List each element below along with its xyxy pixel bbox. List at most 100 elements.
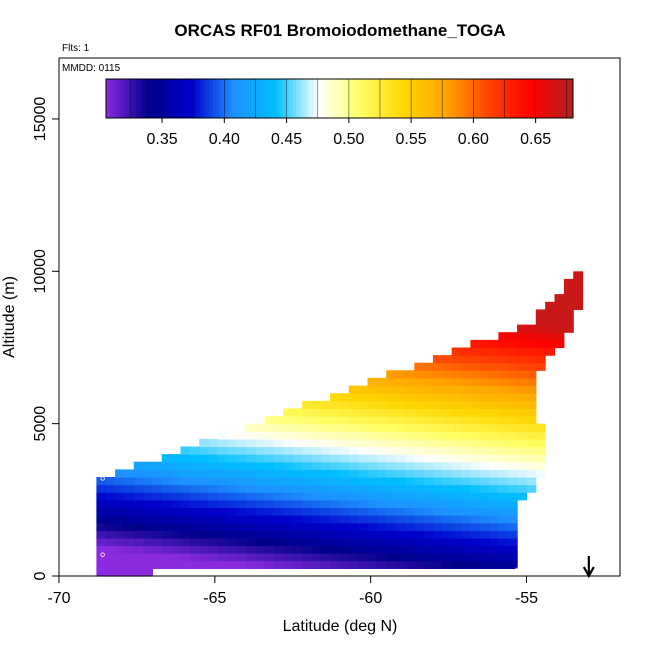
heatmap-cell: [330, 446, 340, 455]
heatmap-cell: [470, 530, 481, 539]
heatmap-cell: [489, 469, 499, 478]
heatmap-cell: [404, 499, 415, 508]
heatmap-cell: [451, 362, 462, 371]
colorbar-segment: [129, 79, 134, 118]
heatmap-cell: [461, 355, 471, 364]
heatmap-cell: [423, 454, 434, 463]
colorbar-segment: [162, 79, 167, 118]
heatmap-cell: [395, 522, 406, 531]
heatmap-cell: [423, 530, 434, 539]
heatmap-cell: [507, 416, 518, 425]
heatmap-cell: [124, 568, 135, 577]
heatmap-cell: [414, 484, 425, 493]
heatmap-cell: [339, 530, 350, 539]
heatmap-cell: [358, 431, 369, 440]
heatmap-cell: [517, 461, 527, 470]
heatmap-cell: [255, 545, 266, 554]
colorbar-segment: [159, 79, 164, 118]
heatmap-cell: [461, 492, 471, 501]
heatmap-cell: [479, 560, 490, 569]
heatmap-cell: [414, 530, 425, 539]
heatmap-cell: [386, 492, 397, 501]
heatmap-cell: [489, 522, 499, 531]
heatmap-cell: [386, 385, 397, 394]
heatmap-cell: [498, 385, 509, 394]
colorbar-segment: [202, 79, 207, 118]
heatmap-cell: [479, 553, 490, 562]
heatmap-cell: [433, 515, 443, 524]
heatmap-cell: [358, 515, 369, 524]
heatmap-cell: [414, 370, 425, 379]
heatmap-cell: [133, 477, 144, 486]
heatmap-cell: [367, 438, 378, 448]
heatmap-cell: [264, 416, 275, 425]
heatmap-cell: [461, 499, 471, 508]
heatmap-cell: [217, 553, 228, 562]
heatmap-cell: [442, 545, 453, 554]
heatmap-cell: [152, 530, 163, 539]
heatmap-cell: [161, 522, 172, 531]
heatmap-cell: [395, 492, 406, 501]
heatmap-cell: [461, 446, 471, 455]
heatmap-cell: [189, 484, 200, 493]
colorbar-segment: [116, 79, 120, 118]
heatmap-cell: [180, 469, 191, 478]
heatmap-cell: [376, 477, 387, 486]
heatmap-cell: [255, 499, 266, 508]
colorbar-segment: [126, 79, 130, 118]
heatmap-cell: [217, 477, 228, 486]
heatmap-cell: [423, 408, 434, 417]
heatmap-cell: [283, 484, 294, 493]
colorbar-segment: [316, 79, 320, 118]
heatmap-cell: [507, 347, 518, 356]
heatmap-cell: [161, 560, 172, 569]
heatmap-cell: [489, 461, 499, 470]
heatmap-cell: [395, 393, 406, 402]
heatmap-cell: [489, 438, 499, 448]
heatmap-cell: [311, 461, 322, 470]
heatmap-cell: [330, 454, 340, 463]
heatmap-cell: [255, 530, 266, 539]
heatmap-cell: [442, 507, 453, 516]
heatmap-cell: [189, 492, 200, 501]
heatmap-cell: [143, 553, 153, 562]
colorbar-segment: [506, 79, 511, 118]
heatmap-cell: [414, 400, 425, 409]
heatmap-cell: [404, 507, 415, 516]
heatmap-cell: [274, 431, 284, 440]
heatmap-cell: [264, 438, 275, 448]
heatmap-cell: [395, 385, 406, 394]
heatmap-cell: [330, 553, 340, 562]
heatmap-cell: [96, 492, 107, 501]
heatmap-cell: [246, 423, 256, 432]
heatmap-cell: [358, 423, 369, 432]
heatmap-cell: [498, 499, 509, 508]
y-axis-label: Altitude (m): [1, 276, 18, 358]
heatmap-cell: [367, 454, 378, 463]
heatmap-cell: [208, 560, 219, 569]
heatmap-cell: [358, 484, 369, 493]
heatmap-cell: [395, 560, 406, 569]
heatmap-cell: [367, 461, 378, 470]
heatmap-cell: [180, 499, 191, 508]
heatmap-cell: [180, 553, 191, 562]
colorbar-segment: [536, 79, 541, 118]
heatmap-cell: [386, 438, 397, 448]
colorbar-segment: [192, 79, 197, 118]
heatmap-cell: [526, 477, 537, 486]
heatmap-cell: [507, 499, 518, 508]
colorbar-segment: [546, 79, 551, 118]
heatmap-cell: [199, 507, 210, 516]
heatmap-cell: [479, 545, 490, 554]
heatmap-cell: [358, 499, 369, 508]
heatmap-cell: [124, 507, 135, 516]
heatmap-cell: [507, 377, 518, 387]
heatmap-cell: [442, 446, 453, 455]
heatmap-cell: [180, 522, 191, 531]
heatmap-cell: [227, 537, 238, 547]
heatmap-cell: [386, 507, 397, 516]
heatmap-cell: [161, 507, 172, 516]
heatmap-cell: [227, 530, 238, 539]
heatmap-cell: [367, 522, 378, 531]
